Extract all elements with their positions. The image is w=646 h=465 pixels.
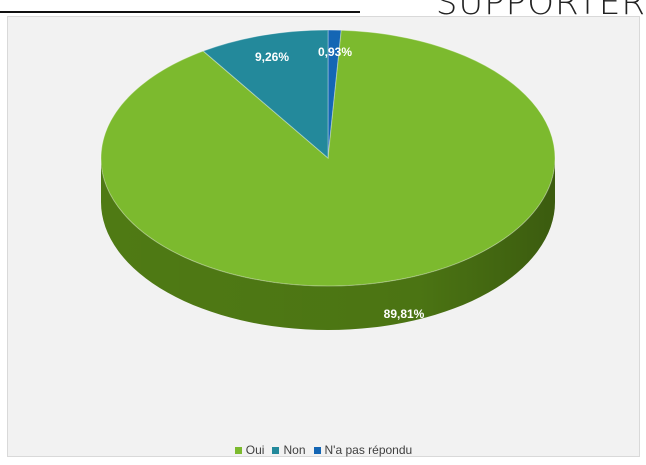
pie-side-shading xyxy=(101,158,555,330)
legend: Oui Non N'a pas répondu xyxy=(8,442,639,457)
legend-item-n-a-pas-repondu: N'a pas répondu xyxy=(313,442,413,458)
legend-swatch-non xyxy=(272,446,280,454)
legend-label-oui: Oui xyxy=(245,443,265,458)
pie-slice-n-a-pas-repondu xyxy=(327,29,342,159)
data-label-non: 9,26% xyxy=(255,50,289,64)
data-label-n-a-pas-repondu: 0,93% xyxy=(318,45,352,59)
pie-top-faces xyxy=(100,29,556,287)
legend-swatch-oui xyxy=(234,446,242,454)
top-strip: SUPPORTER xyxy=(0,0,646,16)
legend-item-oui: Oui xyxy=(234,442,265,458)
pie-chart: 0,93% 89,81% 9,26% xyxy=(100,29,556,330)
legend-label-non: Non xyxy=(283,443,306,458)
legend-swatch-n-a-pas-repondu xyxy=(313,446,321,454)
pie-slice-non xyxy=(202,29,329,160)
data-labels: 0,93% 89,81% 9,26% xyxy=(255,45,425,321)
legend-label-n-a-pas-repondu: N'a pas répondu xyxy=(324,443,413,458)
legend-item-non: Non xyxy=(272,442,306,458)
underline-divider xyxy=(0,11,360,13)
header-text: SUPPORTER xyxy=(436,0,646,16)
data-label-oui: 89,81% xyxy=(384,307,425,321)
chart-area: 0,93% 89,81% 9,26% Oui Non N'a pas répondu xyxy=(7,16,640,457)
pie-slice-oui xyxy=(100,29,556,287)
